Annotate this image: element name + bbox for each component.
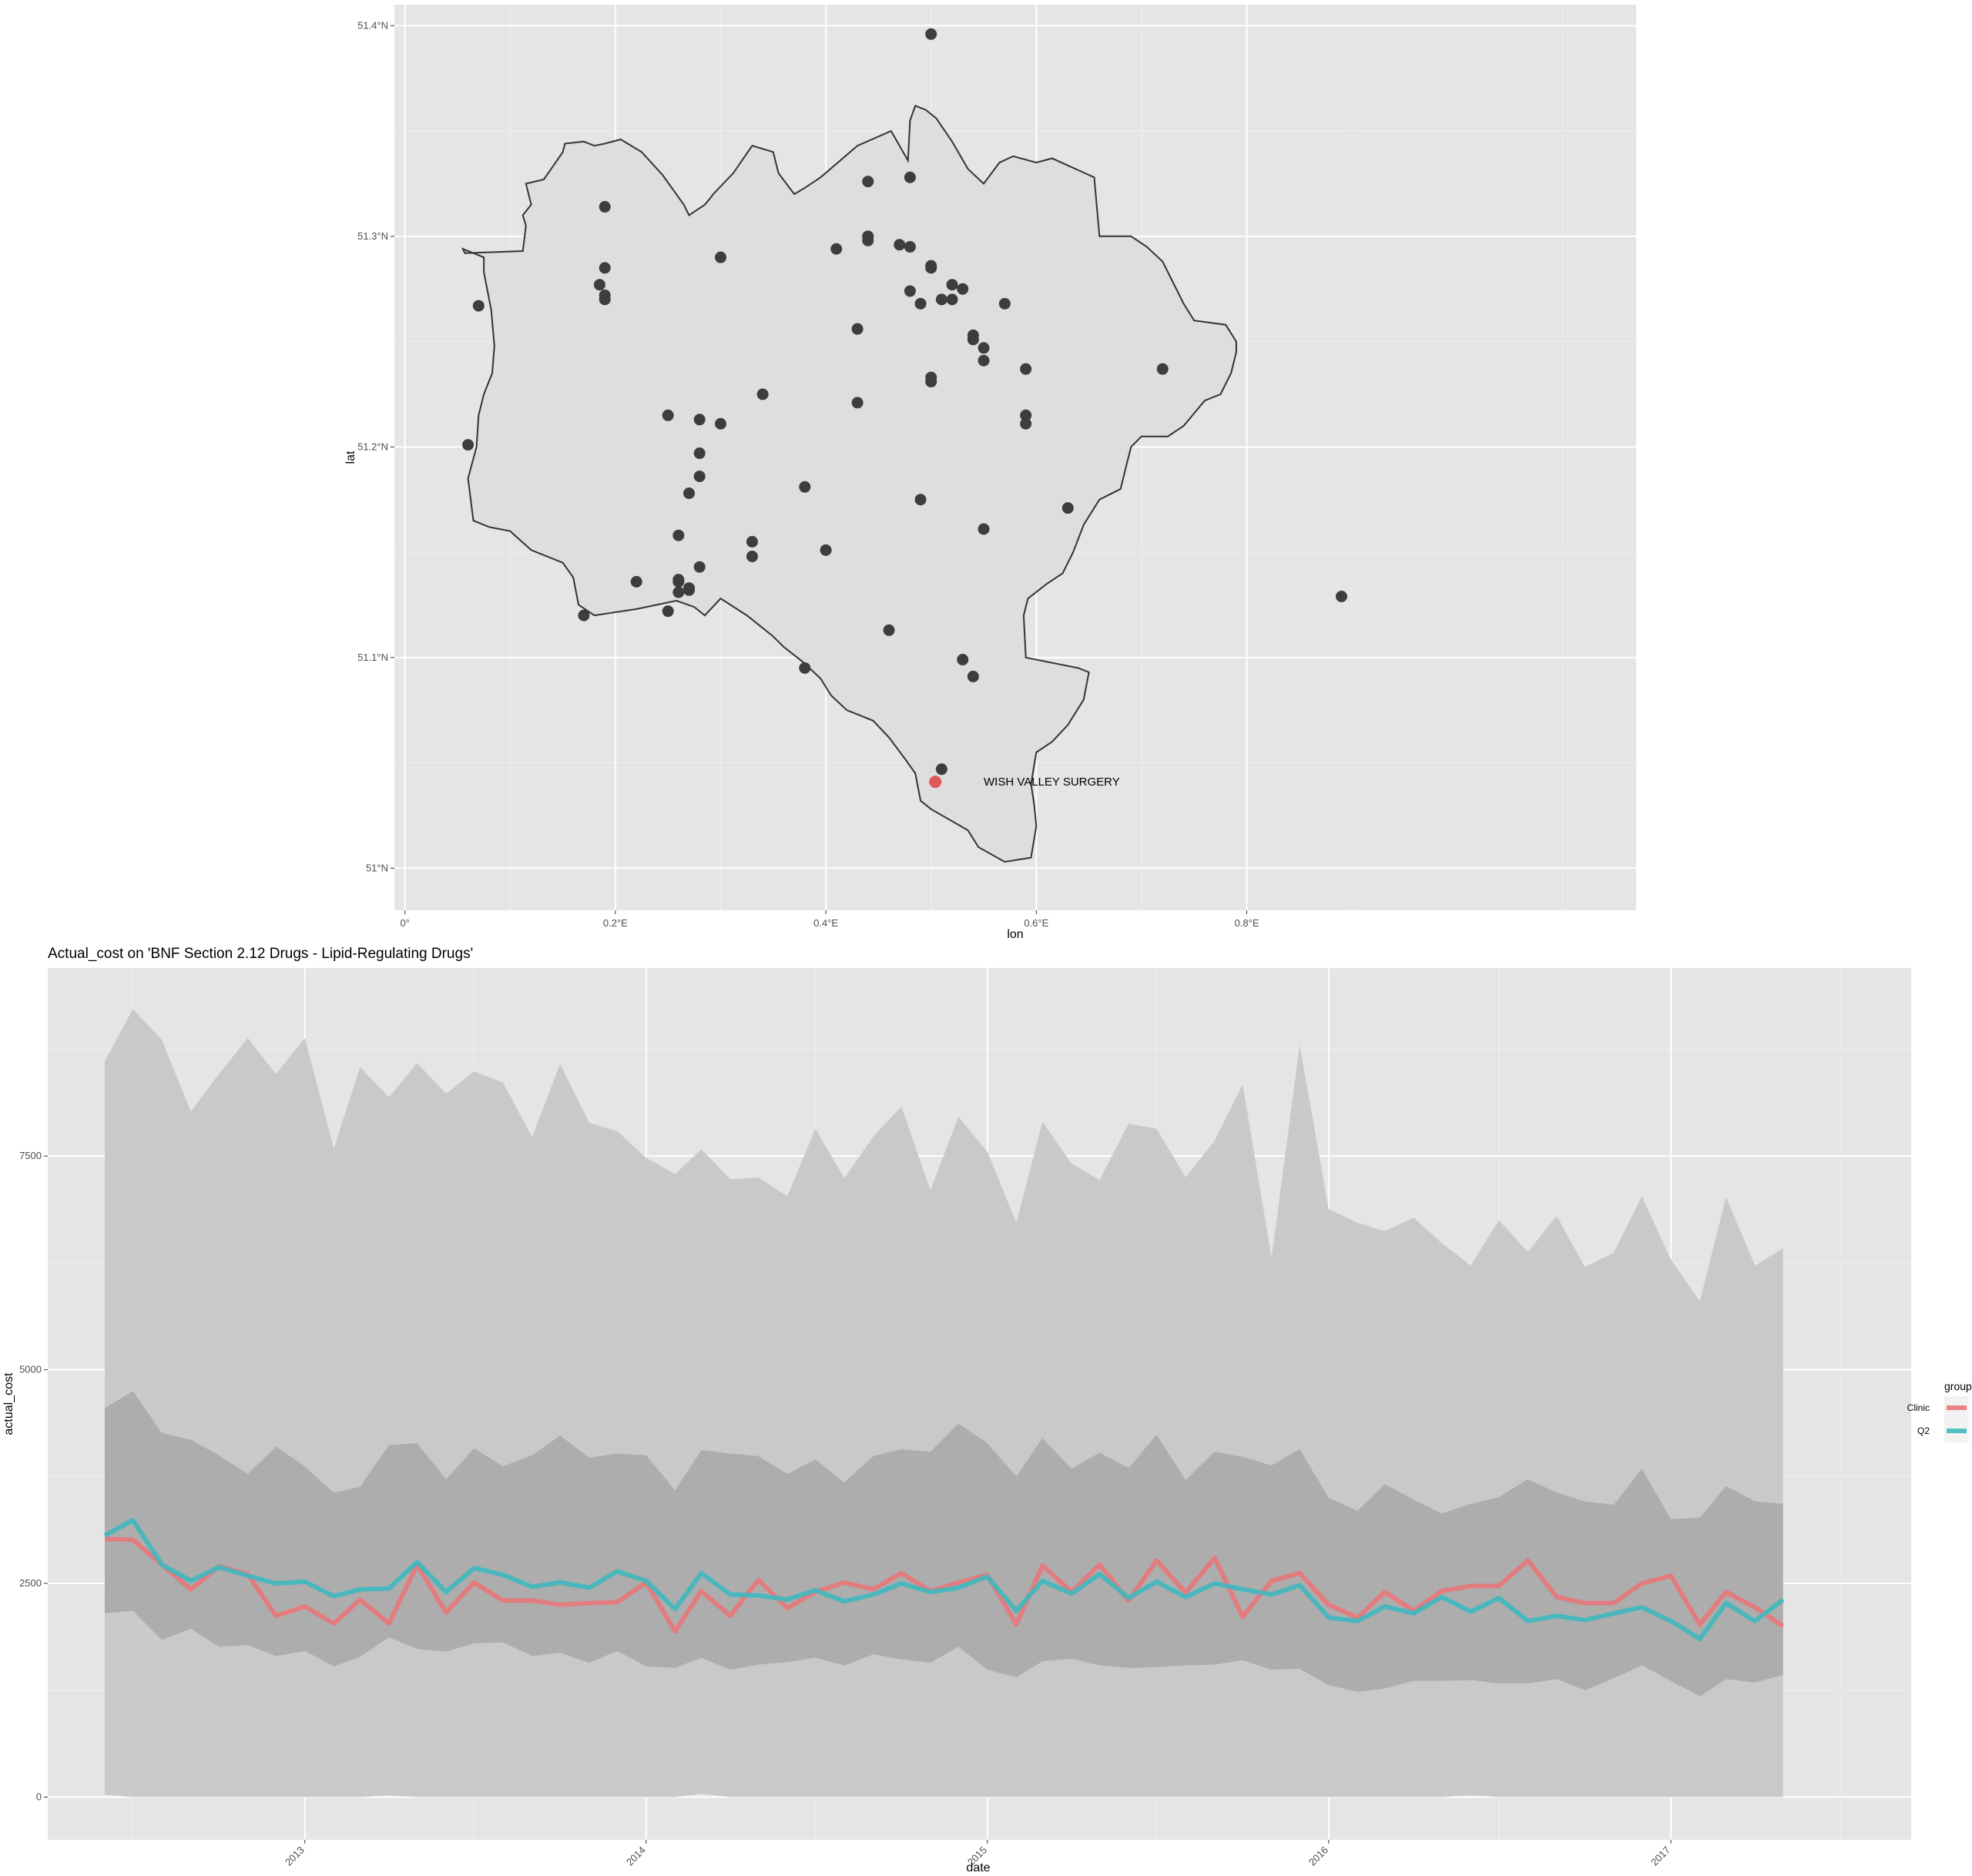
ts-x-tick-label: 2013: [283, 1844, 307, 1868]
practice-point: [862, 176, 874, 188]
practice-point: [662, 409, 674, 421]
practice-point: [946, 293, 958, 306]
ts-x-tick-label: 2017: [1648, 1844, 1672, 1868]
practice-point: [862, 234, 874, 246]
map-annotation: WISH VALLEY SURGERY: [984, 776, 1120, 789]
practice-point: [672, 586, 685, 598]
map-y-tick-label: 51.3°N: [357, 230, 388, 242]
practice-point: [746, 551, 758, 563]
legend-label-q2: Q2: [1917, 1425, 1930, 1436]
practice-point: [683, 487, 696, 499]
practice-point: [957, 654, 969, 666]
ts-x-tick-label: 2014: [624, 1844, 648, 1868]
practice-point: [904, 285, 916, 297]
practice-point: [967, 333, 979, 346]
ts-x-tick-label: 2016: [1306, 1844, 1330, 1868]
practice-point: [472, 300, 485, 312]
practice-point: [925, 28, 937, 40]
map-x-tick-label: 0.2°E: [603, 917, 628, 929]
practice-point: [693, 447, 706, 460]
ts-x-axis-title: date: [966, 1861, 990, 1874]
practice-point: [925, 262, 937, 274]
map-y-axis-title: lat: [344, 451, 357, 464]
practice-point: [693, 414, 706, 426]
practice-point: [904, 171, 916, 183]
practice-point: [935, 763, 947, 776]
practice-point: [925, 376, 937, 388]
map-x-tick-label: 0.4°E: [813, 917, 838, 929]
map-x-tick-label: 0.8°E: [1235, 917, 1259, 929]
map-y-tick-label: 51.1°N: [357, 652, 388, 663]
map-y-axis: 51°N 51.1°N 51.2°N 51.3°N 51.4°N: [357, 19, 394, 873]
practice-point: [978, 523, 990, 535]
map-panel: 0° 0.2°E 0.4°E 0.6°E 0.8°E 51°N51.1°N51.2°N5…: [344, 5, 1636, 941]
practice-point: [914, 494, 927, 506]
practice-point: [894, 239, 906, 251]
practice-point: [599, 293, 611, 306]
timeseries-panel: Actual_cost on 'BNF Section 2.12 Drugs -…: [2, 946, 1972, 1874]
practice-point: [462, 439, 475, 451]
map-y-tick-label: 51°N: [366, 862, 388, 873]
practice-point: [1335, 591, 1347, 603]
map-x-tick-label: 0.6°E: [1024, 917, 1048, 929]
practice-point: [978, 342, 990, 354]
ts-y-tick-label: 2500: [19, 1577, 42, 1589]
ts-y-axis-title: actual_cost: [2, 1372, 15, 1435]
practice-point: [578, 609, 590, 621]
ts-y-axis: 0 2500 5000 7500: [19, 1150, 48, 1803]
practice-point: [914, 297, 927, 310]
series-line-clinic: [104, 1536, 1785, 1634]
practice-point: [1020, 363, 1032, 375]
map-y-tick-label: 51.2°N: [357, 441, 388, 452]
practice-point: [599, 201, 611, 213]
practice-point: [1156, 363, 1169, 375]
practice-point: [1020, 409, 1032, 421]
practice-point: [978, 354, 990, 367]
practice-point: [957, 283, 969, 295]
practice-point: [935, 293, 947, 306]
map-x-tick-label: 0°: [400, 917, 409, 929]
practice-point: [830, 243, 843, 255]
map-x-axis: 0° 0.2°E 0.4°E 0.6°E 0.8°E: [400, 910, 1259, 929]
highlight-practice-point: [929, 776, 942, 789]
practice-point: [693, 471, 706, 483]
practice-point: [799, 662, 811, 674]
series-line-q2: [103, 1517, 1785, 1642]
practice-point: [714, 251, 726, 263]
map-points: [462, 28, 1347, 789]
practice-point: [746, 535, 758, 548]
ts-y-tick-label: 5000: [19, 1364, 42, 1375]
practice-point: [998, 297, 1011, 310]
practice-point: [851, 323, 864, 335]
chart-title: Actual_cost on 'BNF Section 2.12 Drugs -…: [48, 946, 473, 962]
legend-label-clinic: Clinic: [1907, 1402, 1930, 1413]
practice-point: [683, 584, 696, 596]
map-y-tick-label: 51.4°N: [357, 19, 388, 31]
map-x-axis-title: lon: [1007, 928, 1023, 941]
ts-y-tick-label: 0: [36, 1791, 42, 1803]
practice-point: [883, 624, 895, 636]
practice-point: [820, 544, 832, 556]
practice-point: [630, 575, 642, 588]
practice-point: [593, 279, 605, 291]
practice-point: [693, 561, 706, 573]
practice-point: [851, 397, 864, 409]
practice-point: [946, 279, 958, 291]
practice-point: [904, 241, 916, 253]
practice-point: [599, 262, 611, 274]
legend: group Clinic Q2: [1907, 1380, 1972, 1442]
practice-point: [1020, 417, 1032, 430]
map-region-boundary: [461, 104, 1237, 863]
ts-y-tick-label: 7500: [19, 1150, 42, 1161]
practice-point: [1061, 502, 1074, 514]
practice-point: [672, 575, 685, 588]
legend-title: group: [1944, 1380, 1972, 1392]
practice-point: [756, 388, 769, 400]
practice-point: [799, 481, 811, 493]
practice-point: [714, 417, 726, 430]
practice-point: [967, 670, 979, 682]
practice-point: [662, 605, 674, 618]
practice-point: [672, 529, 685, 541]
